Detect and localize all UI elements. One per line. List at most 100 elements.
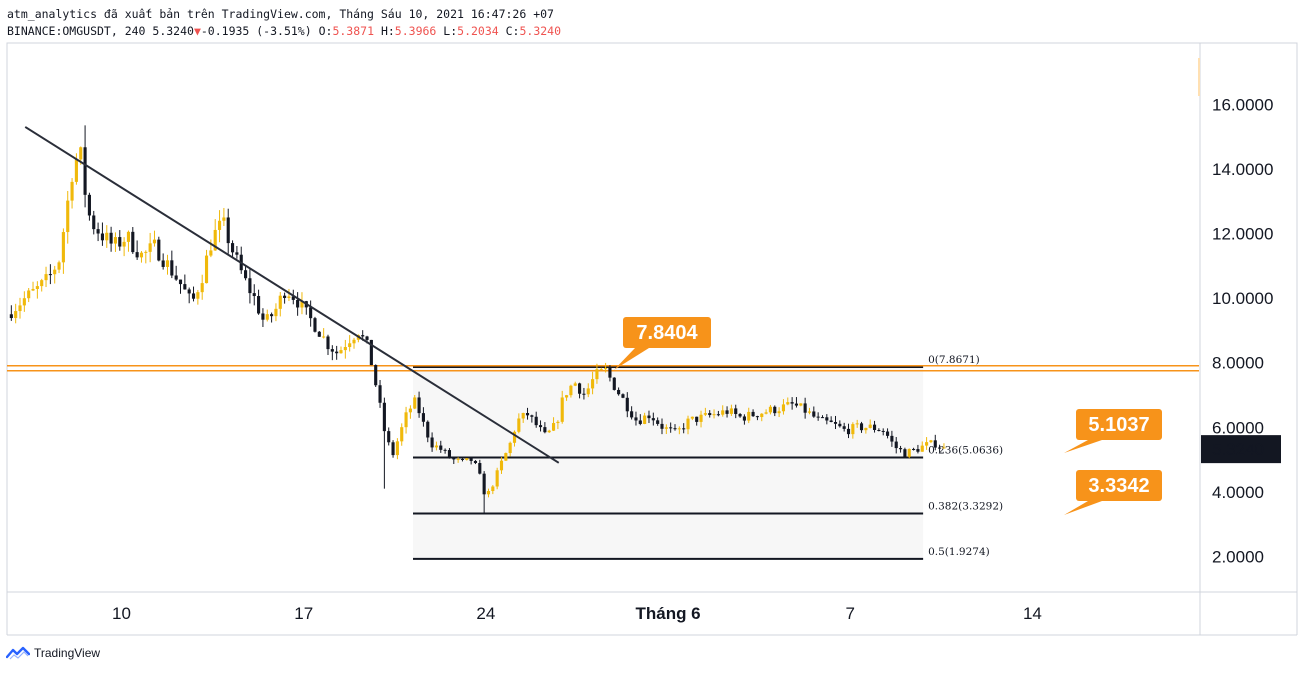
candle-bull bbox=[61, 232, 65, 263]
candle-bear bbox=[608, 368, 612, 378]
candle-bull bbox=[213, 229, 217, 251]
resistance-zone bbox=[7, 364, 1199, 372]
candle-bear bbox=[387, 431, 391, 443]
candle-bear bbox=[794, 403, 799, 406]
candle-bear bbox=[257, 296, 261, 314]
candle-bull bbox=[565, 395, 569, 398]
callout-2: 3.3342 bbox=[1064, 470, 1162, 515]
fib-background bbox=[413, 367, 924, 559]
candle-bear bbox=[283, 295, 287, 299]
candle-bear bbox=[309, 307, 313, 319]
candle-bull bbox=[70, 181, 74, 201]
candle-bear bbox=[48, 274, 52, 276]
candle-bear bbox=[161, 260, 165, 267]
candle-bull bbox=[66, 200, 70, 233]
candle-bull bbox=[265, 314, 269, 320]
candle-bear bbox=[443, 449, 447, 451]
candle-bear bbox=[833, 421, 838, 424]
candle-bull bbox=[942, 447, 946, 449]
candle-bear bbox=[612, 377, 616, 390]
candle-bear bbox=[244, 270, 248, 279]
candle-bear bbox=[261, 313, 265, 320]
fib-retracement: 0(7.8671) 0.236(5.0636) 0.382(3.3292) 0.5(1… bbox=[413, 354, 1003, 560]
callout-box bbox=[1076, 470, 1162, 501]
candle-bear bbox=[430, 437, 434, 448]
footer: TradingView bbox=[6, 646, 100, 660]
candle-bull bbox=[18, 305, 22, 312]
callout-label: 7.8404 bbox=[636, 322, 698, 344]
candle-bear bbox=[751, 411, 755, 417]
candle-bear bbox=[890, 435, 894, 442]
candle-bull bbox=[551, 423, 556, 431]
symbol-info: BINANCE:OMGUSDT, 240 5.3240 bbox=[7, 24, 194, 38]
trendline[interactable] bbox=[24, 126, 560, 464]
candle-bull bbox=[499, 460, 504, 471]
time-tick-label: 7 bbox=[846, 604, 855, 623]
candle-bear bbox=[96, 229, 100, 234]
candle-bull bbox=[53, 269, 57, 275]
candle-bull bbox=[807, 411, 812, 413]
candle-bear bbox=[790, 402, 794, 404]
candle-bear bbox=[816, 416, 820, 418]
price-axis[interactable]: 2.0000 4.0000 6.0000 8.0000 10.0000 12.0000 14… bbox=[1198, 58, 1281, 566]
candle-bull bbox=[547, 430, 551, 433]
candle-bear bbox=[543, 427, 547, 433]
candle-bear bbox=[656, 420, 660, 424]
callout-1: 5.1037 bbox=[1064, 409, 1162, 453]
candle-bull bbox=[139, 252, 144, 258]
candle-bull bbox=[222, 217, 226, 221]
candle-bull bbox=[408, 408, 412, 413]
candle-bear bbox=[378, 385, 382, 403]
candle-bear bbox=[170, 260, 174, 276]
candle-bull bbox=[855, 423, 859, 425]
candle-bull bbox=[44, 274, 48, 281]
candle-bear bbox=[226, 217, 230, 244]
candle-bear bbox=[248, 278, 252, 294]
close-value: 5.3240 bbox=[519, 24, 562, 38]
candle-bear bbox=[630, 411, 634, 418]
candle-bear bbox=[447, 450, 452, 458]
candle-bear bbox=[734, 408, 738, 415]
candle-bull bbox=[456, 458, 460, 460]
down-arrow-icon: ▼ bbox=[193, 24, 201, 38]
candle-bull bbox=[204, 255, 209, 284]
candle-bear bbox=[647, 415, 651, 419]
candle-bull bbox=[586, 388, 590, 395]
candle-bear bbox=[421, 413, 425, 422]
candle-bear bbox=[742, 416, 746, 421]
candle-bear bbox=[881, 430, 885, 432]
candle-bull bbox=[517, 418, 521, 432]
candle-bear bbox=[291, 296, 295, 300]
candle-bear bbox=[157, 239, 161, 261]
candle-bear bbox=[725, 410, 729, 414]
footer-brand: TradingView bbox=[34, 646, 101, 660]
candle-bear bbox=[885, 431, 890, 436]
candle-bear bbox=[135, 252, 139, 258]
callout-label: 3.3342 bbox=[1088, 475, 1149, 497]
callout-pointer bbox=[1064, 440, 1102, 453]
candle-bear bbox=[473, 460, 478, 464]
candle-bear bbox=[361, 335, 365, 337]
candle-bear bbox=[673, 428, 677, 430]
time-axis[interactable]: 10 17 24 Tháng 6 7 14 bbox=[112, 604, 1042, 623]
candle-bear bbox=[9, 314, 13, 319]
candle-bull bbox=[747, 411, 751, 421]
candle-bear bbox=[755, 416, 759, 418]
candle-bear bbox=[87, 194, 91, 216]
callout-pointer bbox=[614, 348, 649, 370]
candle-bull bbox=[781, 404, 786, 412]
candle-bear bbox=[846, 428, 851, 435]
time-tick-label: 10 bbox=[112, 604, 131, 623]
candle-bear bbox=[903, 449, 907, 457]
candle-bull bbox=[40, 280, 44, 287]
candle-bull bbox=[165, 260, 170, 267]
price-callouts: 7.8404 5.1037 3.3342 bbox=[614, 317, 1162, 515]
candle-bull bbox=[920, 445, 924, 452]
candle-bear bbox=[230, 243, 235, 253]
candle-bear bbox=[899, 448, 903, 450]
chart-header: atm_analytics đã xuất bản trên TradingVi… bbox=[7, 7, 562, 38]
candle-bull bbox=[508, 442, 512, 454]
candle-bull bbox=[287, 296, 291, 299]
candle-bull bbox=[786, 402, 790, 405]
